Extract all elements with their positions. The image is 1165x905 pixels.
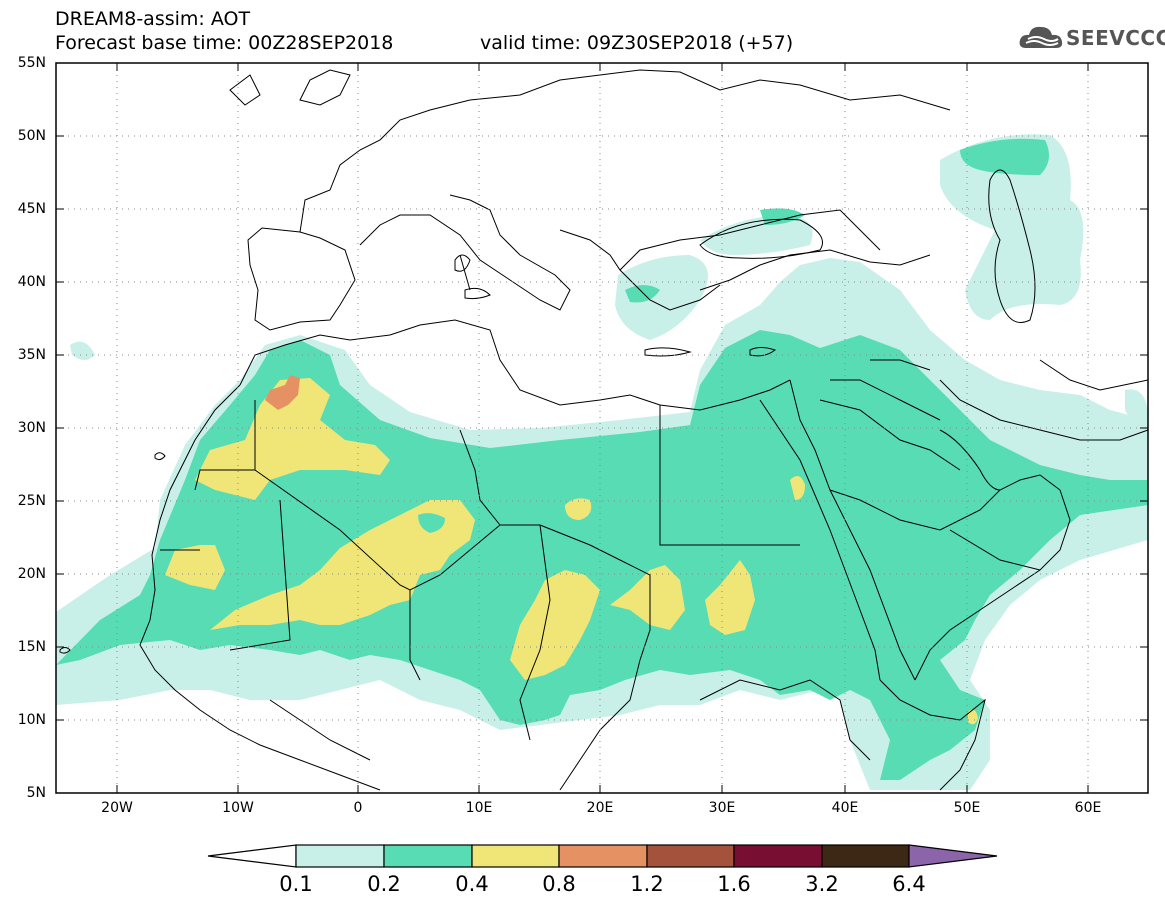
lat-label: 10N: [17, 712, 46, 728]
colorbar-label: 0.8: [542, 872, 576, 896]
lat-label: 40N: [17, 274, 46, 290]
colorbar-label: 1.6: [717, 872, 751, 896]
colorbar: [207, 844, 998, 868]
colorbar-over-arrow: [908, 844, 998, 868]
aot-contours: [56, 134, 1148, 790]
axis-ticks: [56, 62, 1148, 793]
forecast-base-time: Forecast base time: 00Z28SEP2018: [55, 32, 394, 54]
colorbar-swatch-1: [295, 844, 385, 868]
lat-label: 25N: [17, 493, 46, 509]
lon-label: 60E: [1074, 800, 1102, 816]
colorbar-label: 6.4: [892, 872, 926, 896]
lat-label: 30N: [17, 420, 46, 436]
colorbar-label: 3.2: [805, 872, 839, 896]
map-title: DREAM8-assim: AOT: [55, 8, 251, 30]
lon-label: 20W: [101, 800, 133, 816]
graticule: [56, 63, 1148, 793]
colorbar-swatch-7: [821, 844, 910, 868]
colorbar-label: 1.2: [630, 872, 664, 896]
cloud-icon: [1019, 26, 1063, 48]
lon-label: 10W: [222, 800, 254, 816]
colorbar-swatch-3: [471, 844, 560, 868]
colorbar-label: 0.2: [367, 872, 401, 896]
aot-level-0.8: [265, 375, 300, 410]
lon-label: 30E: [708, 800, 736, 816]
seevccc-logo: SEEVCCC: [1018, 22, 1165, 58]
lat-label: 50N: [17, 128, 46, 144]
colorbar-label: 0.4: [455, 872, 489, 896]
colorbar-under-arrow: [207, 844, 297, 868]
lat-label: 20N: [17, 566, 46, 582]
lat-label: 15N: [17, 639, 46, 655]
lon-label: 20E: [586, 800, 614, 816]
lat-label: 55N: [17, 55, 46, 71]
colorbar-swatch-5: [646, 844, 735, 868]
coastlines-and-borders: [59, 69, 1148, 791]
colorbar-swatch-6: [733, 844, 823, 868]
lon-label: 10E: [465, 800, 493, 816]
colorbar-label: 0.1: [279, 872, 313, 896]
lon-label: 50E: [953, 800, 981, 816]
colorbar-swatch-2: [383, 844, 473, 868]
valid-time: valid time: 09Z30SEP2018 (+57): [480, 32, 794, 54]
lat-label: 45N: [17, 201, 46, 217]
logo-text: SEEVCCC: [1066, 26, 1165, 50]
lon-label: 0: [353, 800, 363, 816]
lon-label: 40E: [831, 800, 859, 816]
colorbar-swatch-4: [558, 844, 648, 868]
lat-label: 35N: [17, 347, 46, 363]
lat-label: 5N: [26, 785, 46, 801]
